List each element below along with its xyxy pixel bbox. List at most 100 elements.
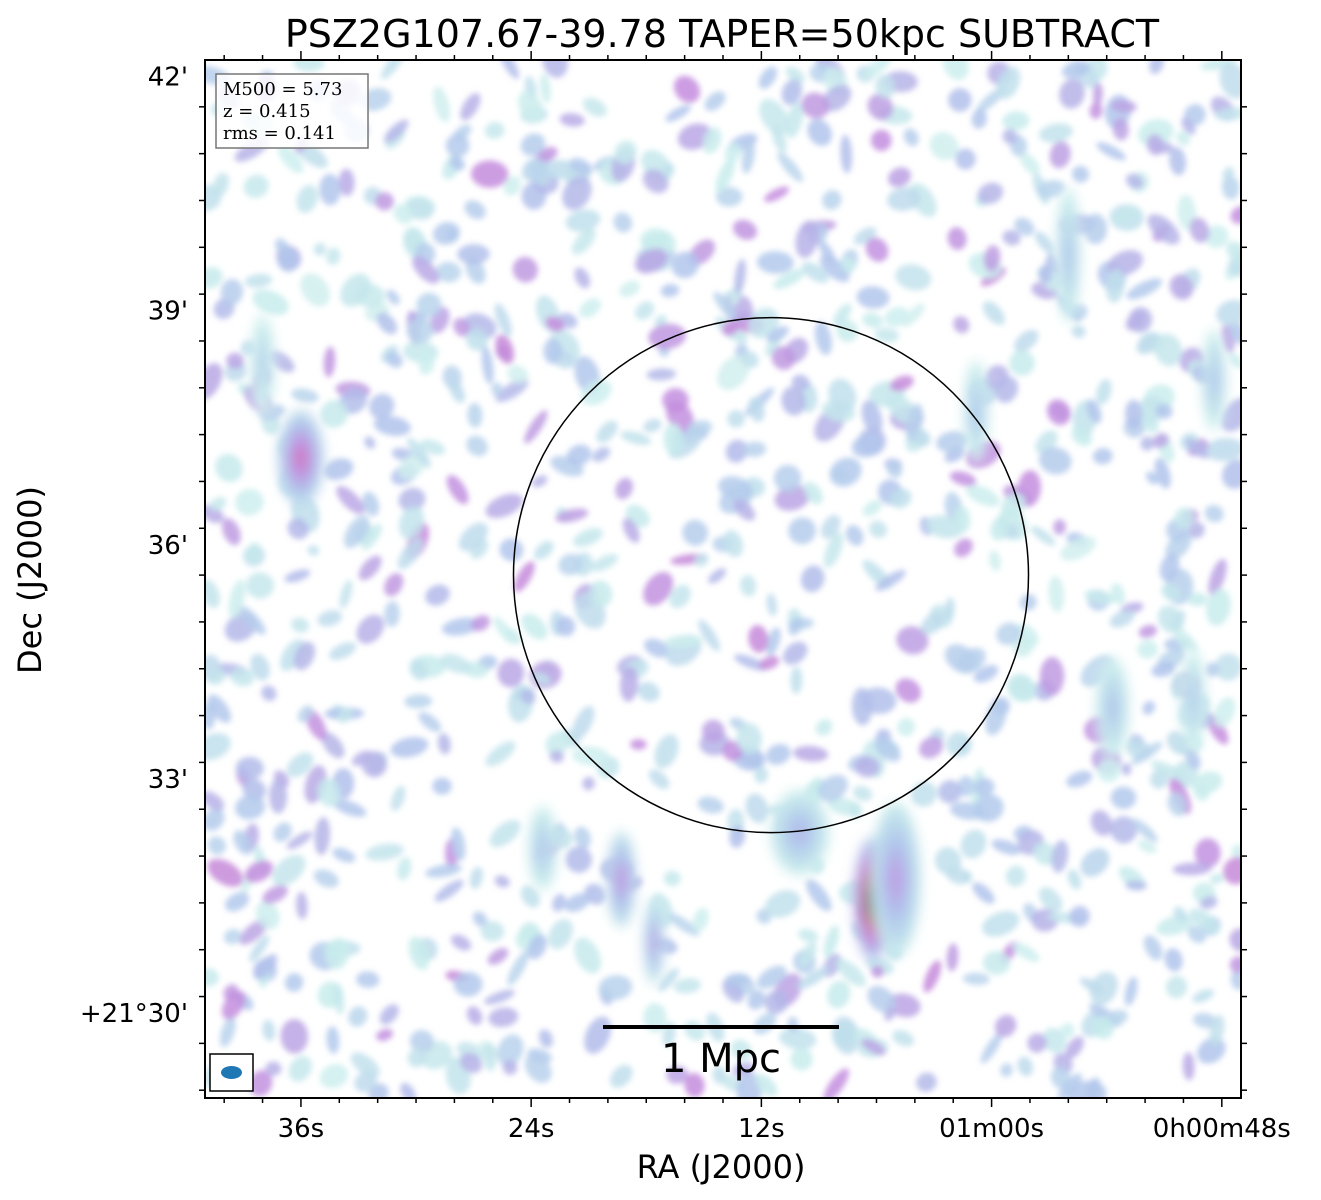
noise-blob [1231,844,1241,861]
noise-blob [1154,457,1171,489]
noise-blob [354,1071,377,1093]
info-box: M500 = 5.73 z = 0.415 rms = 0.141 [215,73,369,149]
noise-blob [648,323,687,350]
noise-blob [393,204,414,224]
noise-blob [708,568,727,584]
noise-blob [1124,399,1143,429]
noise-blob [205,791,225,811]
noise-blob [319,1064,349,1089]
noise-blob [527,1048,553,1063]
noise-blob [566,444,592,466]
noise-blob [875,74,895,99]
noise-blob [785,66,805,84]
noise-blob [524,410,548,444]
noise-blob [1223,856,1241,885]
noise-blob [1194,838,1221,868]
noise-blob [774,485,810,511]
noise-blob [321,732,345,759]
noise-blob [890,375,914,392]
noise-blob [1019,152,1040,175]
noise-blob [953,506,971,533]
noise-blob [579,298,601,318]
noise-blob [1209,1014,1225,1046]
noise-blob [419,439,446,455]
beam-indicator [209,1053,254,1092]
noise-blob [1220,397,1241,432]
noise-blob [222,518,241,546]
noise-blob [262,1019,276,1042]
scale-bar: 1 Mpc [603,1025,839,1082]
noise-blob [641,233,670,250]
noise-blob [1229,956,1241,974]
y-tick-label: +21°30' [80,999,188,1029]
noise-blob [1177,194,1196,231]
noise-blob [861,1038,886,1056]
noise-blob [722,320,739,336]
noise-blob [759,98,790,135]
noise-blob [520,689,536,705]
noise-blob [556,616,576,637]
noise-blob [766,593,778,617]
noise-blob [756,251,794,274]
noise-blob [955,148,976,170]
y-axis: 42' 39' 36' 33' +21°30' [80,63,1247,1091]
noise-blob [1005,865,1026,887]
noise-blob [684,1072,705,1098]
radio-source [1095,656,1130,760]
noise-blob [1151,662,1176,678]
plot-area [205,60,1241,1098]
noise-blob [1164,948,1183,972]
noise-blob [491,382,503,396]
noise-blob [545,731,570,756]
noise-blob [829,457,862,487]
source-contour [974,404,978,418]
noise-blob [733,499,756,521]
noise-blob [722,740,743,762]
noise-blob [731,1039,752,1061]
noise-blob [262,885,288,904]
noise-blob [442,617,481,636]
noise-blob [1147,214,1180,245]
noise-blob [1053,519,1066,535]
noise-blob [244,860,274,883]
noise-blob [300,273,330,307]
noise-blob [1089,102,1103,119]
noise-blob [732,219,758,240]
noise-blob [1110,786,1137,810]
noise-blob [277,247,300,272]
noise-blob [336,485,365,515]
noise-blob [1042,1027,1067,1054]
noise-blob [960,829,987,859]
noise-blob [207,858,244,887]
noise-blob [973,665,999,683]
noise-blob [875,569,906,591]
noise-blob [795,220,819,258]
noise-blob [373,415,411,436]
noise-blob [1125,311,1146,331]
noise-blob [867,93,894,121]
noise-blob [340,273,371,307]
noise-blob [895,264,932,291]
noise-blob [982,301,1005,325]
noise-blob [954,538,973,558]
noise-blob [983,245,1001,272]
noise-blob [437,733,451,755]
noise-blob [1014,217,1035,236]
noise-blob [1230,971,1241,991]
noise-blob [498,60,520,80]
noise-blob [747,990,766,1010]
noise-blob [773,268,806,289]
noise-blob [734,258,746,295]
noise-blob [221,990,246,1020]
noise-blob [296,185,318,213]
noise-blob [840,134,853,174]
noise-blob [397,537,424,570]
noise-blob [702,127,722,154]
noise-blob [790,1047,813,1071]
noise-blob [1110,816,1138,844]
noise-blob [1125,880,1147,891]
noise-blob [1037,180,1066,198]
noise-blob [1060,536,1097,561]
noise-blob [591,554,618,572]
noise-blob [574,937,601,974]
